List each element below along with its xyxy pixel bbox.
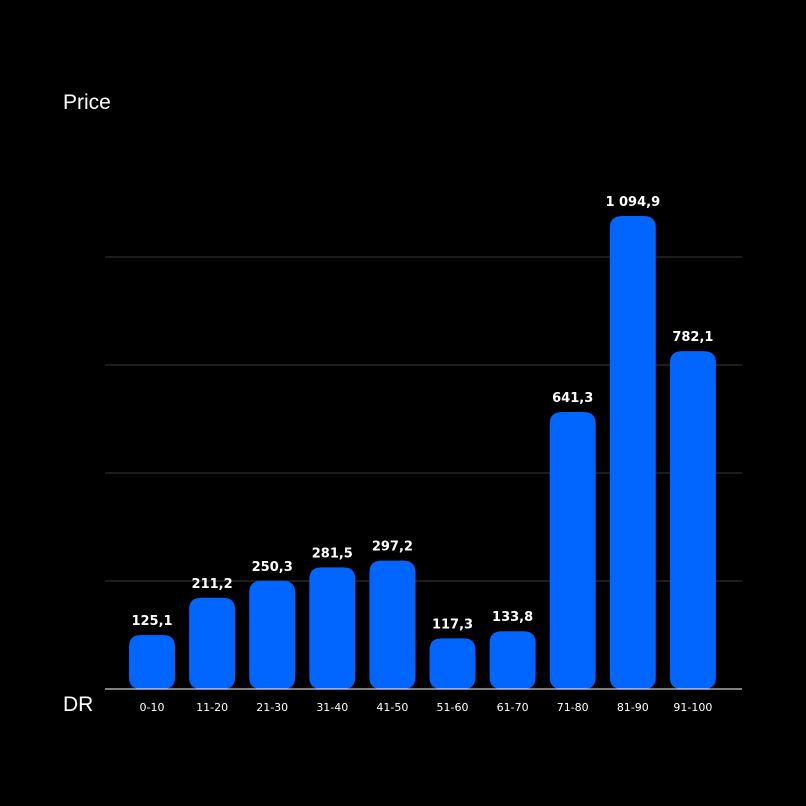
- x-tick-labels: 0-10 11-20 21-30 31-40 41-50 51-60 61-70 71-80 8…: [140, 701, 713, 714]
- x-tick-label-61-70: 61-70: [497, 701, 529, 714]
- bar-71-80: [549, 411, 596, 689]
- x-tick-label-31-40: 31-40: [316, 701, 348, 714]
- bar-51-60: [429, 638, 476, 689]
- value-label-0-10: 125,1: [131, 614, 172, 629]
- x-tick-label-91-100: 91-100: [673, 701, 712, 714]
- value-label-91-100: 782,1: [672, 330, 713, 345]
- x-axis-title: DR: [63, 693, 93, 716]
- x-tick-label-21-30: 21-30: [256, 701, 288, 714]
- bar-91-100: [669, 351, 716, 689]
- value-label-41-50: 297,2: [372, 540, 413, 555]
- value-label-81-90: 1 094,9: [605, 195, 660, 210]
- value-label-11-20: 211,2: [192, 577, 233, 592]
- bar-31-40: [309, 567, 356, 689]
- bar-11-20: [189, 597, 236, 689]
- value-label-21-30: 250,3: [252, 560, 293, 575]
- value-label-51-60: 117,3: [432, 617, 473, 632]
- x-tick-label-81-90: 81-90: [617, 701, 649, 714]
- x-tick-label-0-10: 0-10: [140, 701, 165, 714]
- bar-81-90: [609, 216, 656, 689]
- value-label-71-80: 641,3: [552, 391, 593, 406]
- value-label-61-70: 133,8: [492, 610, 533, 625]
- bar-61-70: [489, 631, 536, 689]
- y-axis-title: Price: [63, 91, 111, 114]
- x-tick-label-11-20: 11-20: [196, 701, 228, 714]
- x-tick-label-51-60: 51-60: [437, 701, 469, 714]
- bar-0-10: [129, 634, 175, 689]
- x-tick-label-41-50: 41-50: [376, 701, 408, 714]
- x-tick-label-71-80: 71-80: [557, 701, 589, 714]
- bar-41-50: [369, 560, 416, 689]
- bar-21-30: [249, 580, 296, 689]
- bars: [129, 216, 716, 689]
- value-labels: 125,1 211,2 250,3 281,5 297,2 117,3 133,8 641,3…: [131, 195, 713, 632]
- value-label-31-40: 281,5: [312, 546, 353, 561]
